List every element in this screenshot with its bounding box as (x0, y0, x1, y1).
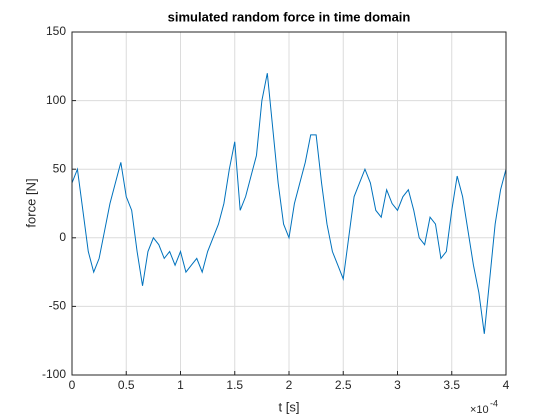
x-tick-label: 1 (177, 378, 184, 392)
x-tick-label: 0.5 (118, 378, 135, 392)
marks (71, 73, 507, 334)
y-tick-label: 0 (59, 230, 66, 244)
x-tick-label: 4 (503, 378, 510, 392)
x-tick-label: 3.5 (443, 378, 460, 392)
x-axis-label: t [s] (279, 399, 300, 414)
chart-title: simulated random force in time domain (168, 9, 411, 24)
x-tick-label: 2 (286, 378, 293, 392)
y-tick-label: 50 (53, 161, 67, 175)
y-tick-label: -100 (42, 367, 66, 381)
x-exponent-power: -4 (490, 398, 498, 408)
x-tick-label: 1.5 (226, 378, 243, 392)
x-tick-label: 2.5 (335, 378, 352, 392)
x-exponent-base: ×10 (470, 404, 489, 416)
y-tick-label: 100 (46, 93, 66, 107)
x-tick-label: 0 (69, 378, 76, 392)
y-tick-label: 150 (46, 24, 66, 38)
y-tick-label: -50 (49, 299, 67, 313)
x-tick-label: 3 (394, 378, 401, 392)
y-axis-label: force [N] (23, 178, 38, 227)
data-line (71, 73, 507, 334)
